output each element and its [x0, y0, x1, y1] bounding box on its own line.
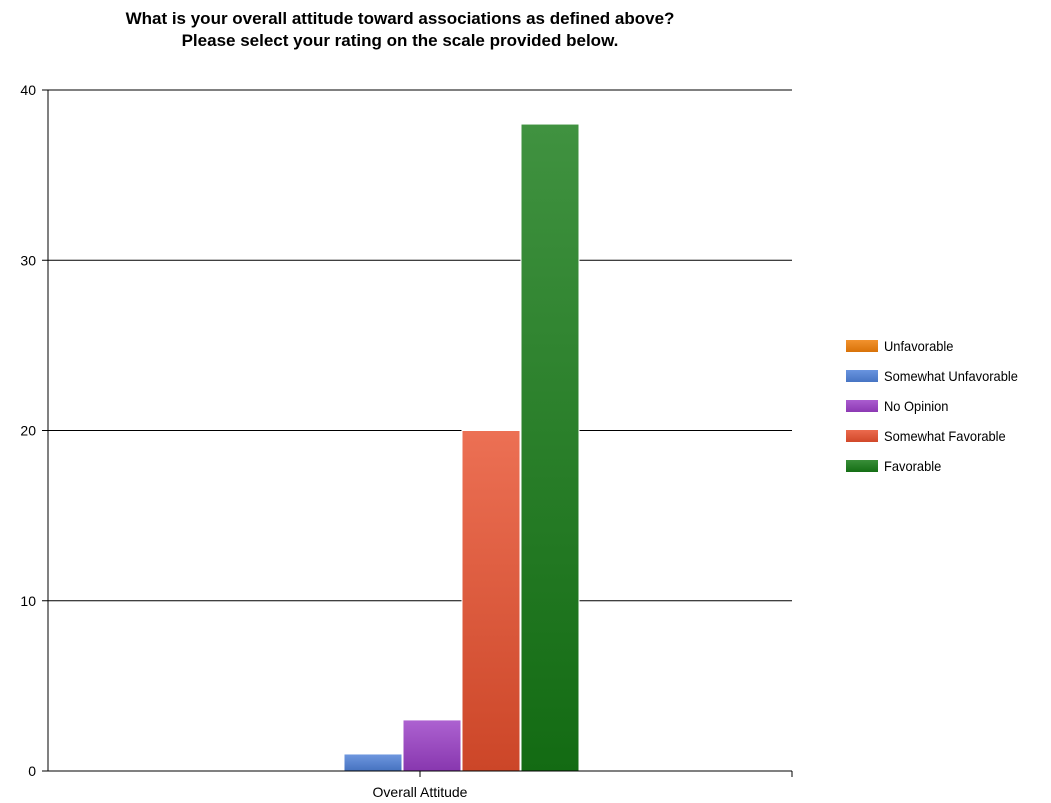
legend-label: Somewhat Favorable [884, 428, 1006, 444]
legend-item: Favorable [846, 456, 1030, 476]
x-tick-label: Overall Attitude [373, 784, 468, 800]
y-tick-label: 20 [20, 423, 36, 439]
chart-title: What is your overall attitude toward ass… [0, 8, 800, 52]
legend-label: Unfavorable [884, 338, 954, 354]
y-tick-label: 40 [20, 82, 36, 98]
grid-lines [48, 89, 792, 772]
chart-title-line-2: Please select your rating on the scale p… [181, 31, 619, 50]
y-tick-label: 0 [28, 763, 36, 779]
bars [343, 123, 580, 772]
bar-somewhat-favorable [461, 430, 521, 772]
y-tick-label: 10 [20, 593, 36, 609]
legend-swatch [846, 430, 878, 442]
bar-somewhat-unfavorable [343, 753, 403, 772]
chart-title-line-1: What is your overall attitude toward ass… [125, 9, 675, 28]
legend-swatch [846, 400, 878, 412]
legend-item: Somewhat Favorable [846, 426, 1030, 446]
bar-no-opinion [402, 719, 462, 772]
legend-label: No Opinion [884, 398, 949, 414]
legend-label: Favorable [884, 458, 942, 474]
legend-swatch [846, 370, 878, 382]
y-tick-label: 30 [20, 252, 36, 268]
legend-swatch [846, 340, 878, 352]
axes: 0 10 20 30 40 Overall Attitude [20, 82, 793, 800]
legend-item: Unfavorable [846, 336, 1030, 356]
legend: Unfavorable Somewhat Unfavorable No Opinio… [846, 336, 1030, 486]
legend-item: Somewhat Unfavorable [846, 366, 1030, 386]
legend-swatch [846, 460, 878, 472]
bar-favorable [520, 123, 580, 772]
legend-item: No Opinion [846, 396, 1030, 416]
legend-label: Somewhat Unfavorable [884, 368, 1018, 384]
